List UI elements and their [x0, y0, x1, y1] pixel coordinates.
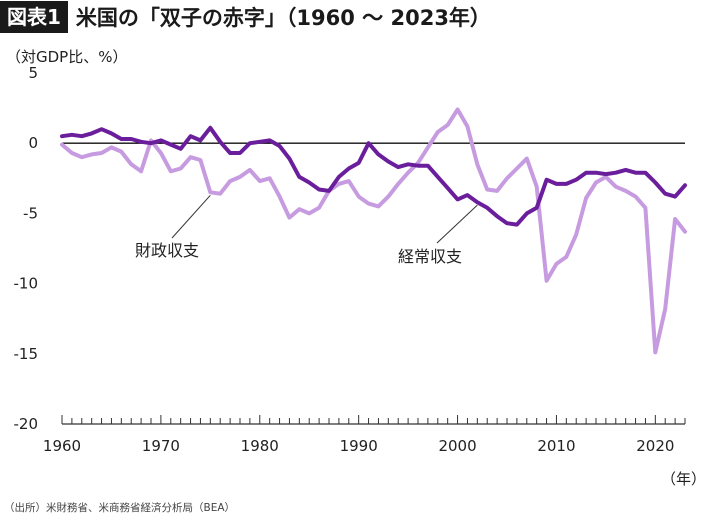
y-tick-label: -10 — [14, 275, 39, 293]
y-tick-label: 5 — [28, 64, 38, 82]
figure-tag: 図表1 — [0, 1, 68, 33]
figure-header: 図表1 米国の「双子の赤字」（1960 〜 2023年） — [0, 0, 491, 34]
series-annotation: 経常収支 — [398, 247, 462, 266]
y-tick-label: -20 — [14, 415, 39, 433]
x-tick-label: 1980 — [241, 437, 279, 455]
x-axis-label: （年） — [661, 470, 706, 488]
x-tick-label: 2000 — [438, 437, 476, 455]
series-line-2 — [60, 125, 687, 227]
series-line-1 — [60, 107, 687, 355]
chart-title: 米国の「双子の赤字」（1960 〜 2023年） — [75, 6, 491, 30]
x-tick-label: 1960 — [43, 437, 81, 455]
annotation-leader — [436, 204, 478, 244]
x-tick-label: 1970 — [142, 437, 180, 455]
y-axis-label: （対GDP比、%） — [6, 48, 127, 66]
annotation-leader — [171, 195, 211, 239]
y-tick-label: -15 — [14, 345, 39, 363]
x-tick-label: 2010 — [537, 437, 575, 455]
series-annotation: 財政収支 — [135, 241, 199, 260]
source-note: （出所）米財務省、米商務省経済分析局（BEA） — [4, 502, 236, 514]
x-tick-label: 1990 — [340, 437, 378, 455]
y-tick-label: -5 — [23, 204, 38, 222]
x-tick-label: 2020 — [636, 437, 674, 455]
y-tick-label: 0 — [28, 134, 38, 152]
